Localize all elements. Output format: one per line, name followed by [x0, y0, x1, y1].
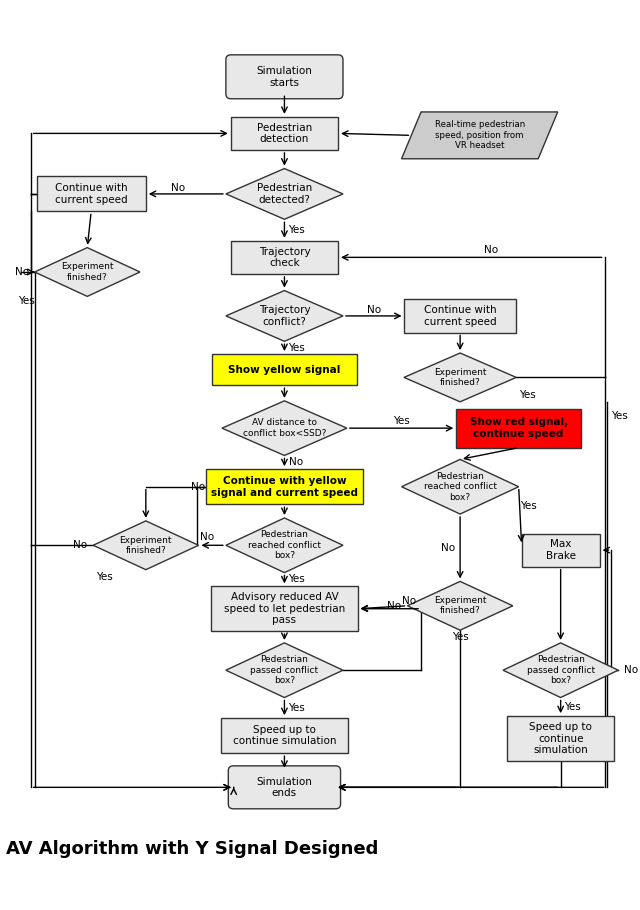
Text: Yes: Yes — [97, 571, 113, 581]
Text: Simulation
ends: Simulation ends — [257, 776, 312, 798]
Polygon shape — [401, 112, 557, 158]
FancyBboxPatch shape — [404, 299, 516, 332]
Text: Pedestrian
detection: Pedestrian detection — [257, 123, 312, 144]
Text: Experiment
finished?: Experiment finished? — [434, 368, 486, 387]
Text: Experiment
finished?: Experiment finished? — [434, 596, 486, 615]
Text: Pedestrian
reached conflict
box?: Pedestrian reached conflict box? — [248, 531, 321, 561]
Text: No: No — [484, 245, 498, 255]
FancyBboxPatch shape — [522, 533, 600, 567]
FancyBboxPatch shape — [206, 470, 362, 504]
Text: No: No — [289, 458, 303, 468]
Text: Simulation
starts: Simulation starts — [257, 66, 312, 87]
Text: No: No — [171, 183, 185, 193]
Text: Yes: Yes — [288, 574, 305, 584]
Polygon shape — [226, 642, 343, 698]
Text: No: No — [624, 665, 638, 675]
Text: Continue with
current speed: Continue with current speed — [55, 183, 127, 205]
Text: Pedestrian
detected?: Pedestrian detected? — [257, 183, 312, 205]
Polygon shape — [226, 518, 343, 572]
Text: Experiment
finished?: Experiment finished? — [61, 262, 113, 282]
Text: Yes: Yes — [564, 702, 580, 712]
Text: Experiment
finished?: Experiment finished? — [120, 536, 172, 555]
Text: Show red signal,
continue speed: Show red signal, continue speed — [470, 418, 568, 439]
Text: Pedestrian
passed conflict
box?: Pedestrian passed conflict box? — [250, 655, 319, 685]
FancyBboxPatch shape — [228, 766, 340, 809]
Text: Trajectory
check: Trajectory check — [259, 247, 310, 268]
Polygon shape — [503, 642, 618, 698]
Text: No: No — [402, 596, 416, 606]
Polygon shape — [226, 168, 343, 219]
Text: Pedestrian
passed conflict
box?: Pedestrian passed conflict box? — [527, 655, 595, 685]
FancyBboxPatch shape — [456, 409, 581, 448]
Text: Continue with
current speed: Continue with current speed — [424, 305, 497, 327]
FancyBboxPatch shape — [211, 586, 358, 632]
Polygon shape — [226, 290, 343, 341]
FancyBboxPatch shape — [36, 177, 146, 211]
FancyBboxPatch shape — [231, 116, 338, 150]
Text: Trajectory
conflict?: Trajectory conflict? — [259, 305, 310, 327]
Text: No: No — [191, 481, 205, 491]
Text: Yes: Yes — [393, 417, 410, 426]
Text: Yes: Yes — [520, 501, 536, 511]
Text: Speed up to
continue simulation: Speed up to continue simulation — [233, 724, 336, 746]
Text: AV Algorithm with Y Signal Designed: AV Algorithm with Y Signal Designed — [6, 840, 379, 857]
Text: No: No — [73, 541, 87, 551]
Text: Show yellow signal: Show yellow signal — [228, 365, 340, 375]
Text: Advisory reduced AV
speed to let pedestrian
pass: Advisory reduced AV speed to let pedestr… — [224, 592, 345, 625]
Polygon shape — [408, 581, 513, 631]
Text: Yes: Yes — [518, 390, 536, 400]
Polygon shape — [222, 400, 347, 456]
Text: Yes: Yes — [288, 703, 305, 713]
FancyBboxPatch shape — [231, 241, 338, 274]
Polygon shape — [93, 521, 198, 570]
Text: No: No — [367, 305, 381, 315]
Polygon shape — [35, 248, 140, 297]
Polygon shape — [404, 353, 516, 402]
FancyBboxPatch shape — [212, 354, 356, 385]
FancyBboxPatch shape — [507, 716, 614, 761]
Text: Yes: Yes — [288, 343, 305, 353]
Text: Yes: Yes — [452, 632, 468, 642]
Text: Speed up to
continue
simulation: Speed up to continue simulation — [529, 722, 592, 755]
Text: Yes: Yes — [288, 225, 305, 235]
Text: No: No — [387, 601, 401, 611]
Text: Real-time pedestrian
speed, position from
VR headset: Real-time pedestrian speed, position fro… — [435, 120, 525, 150]
FancyBboxPatch shape — [226, 55, 343, 99]
Text: Pedestrian
reached conflict
box?: Pedestrian reached conflict box? — [424, 471, 497, 501]
Text: Yes: Yes — [611, 411, 628, 421]
Polygon shape — [401, 460, 518, 514]
Text: AV distance to
conflict box<SSD?: AV distance to conflict box<SSD? — [243, 419, 326, 438]
Text: Yes: Yes — [19, 297, 35, 307]
Text: No: No — [200, 532, 214, 542]
Text: Continue with yellow
signal and current speed: Continue with yellow signal and current … — [211, 476, 358, 498]
Text: Max
Brake: Max Brake — [546, 540, 575, 561]
FancyBboxPatch shape — [221, 718, 348, 753]
Text: No: No — [15, 267, 29, 277]
Text: No: No — [442, 542, 456, 552]
